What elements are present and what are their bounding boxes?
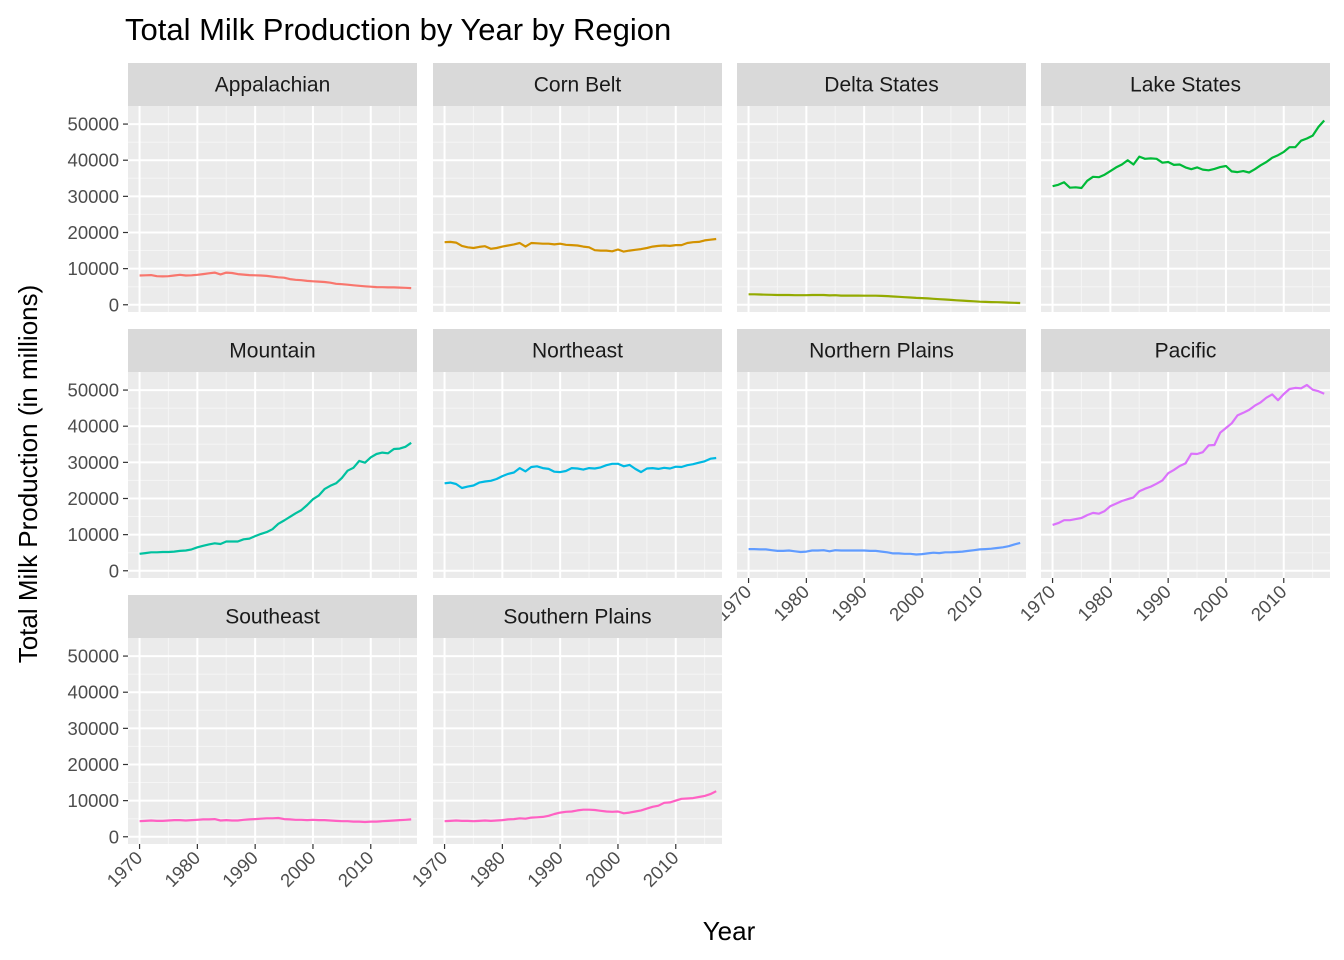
y-tick-label: 10000 — [68, 524, 119, 545]
series-line — [139, 816, 412, 824]
series-line — [139, 271, 412, 290]
y-tick-label: 0 — [109, 826, 119, 847]
y-tick-label: 10000 — [68, 790, 119, 811]
facet-strip-label: Pacific — [1155, 340, 1217, 363]
facet-strip-label: Corn Belt — [534, 74, 622, 97]
x-tick-label: 1970 — [102, 847, 146, 891]
facet-panel: Southern Plains 1970 1980 1990 2000 2010 — [407, 595, 722, 891]
x-tick-label: 1990 — [1131, 581, 1175, 625]
facet-panel: Northeast — [433, 329, 722, 578]
facet-panels: Appalachian01000020000300004000050000Cor… — [68, 63, 1330, 891]
facet-strip-label: Lake States — [1130, 74, 1241, 97]
facet-panel: Appalachian 0 10000 20000 30000 40000 50000 — [68, 63, 417, 315]
y-tick-label: 40000 — [68, 682, 119, 703]
panel-background — [128, 106, 417, 312]
x-tick-label: 1980 — [769, 581, 813, 625]
y-tick-label: 20000 — [68, 488, 119, 509]
panel-background — [1041, 106, 1330, 312]
series-line — [444, 790, 717, 823]
x-tick-label: 1980 — [465, 847, 509, 891]
x-tick-label: 1990 — [218, 847, 262, 891]
panel-background — [128, 372, 417, 578]
series-line — [1052, 383, 1325, 526]
facet-strip — [1041, 63, 1330, 106]
x-tick-label: 2010 — [639, 847, 683, 891]
facet-strip — [128, 595, 417, 638]
panel-background — [433, 372, 722, 578]
y-tick-label: 50000 — [68, 114, 119, 135]
y-tick-label: 40000 — [68, 416, 119, 437]
x-tick-label: 1970 — [407, 847, 451, 891]
facet-strip — [737, 63, 1026, 106]
x-tick-label: 2000 — [885, 581, 929, 625]
facet-strip-label: Appalachian — [215, 74, 331, 97]
facet-strip-label: Northern Plains — [809, 340, 954, 363]
x-tick-label: 1970 — [1015, 581, 1059, 625]
y-axis-title: Total Milk Production (in millions) — [13, 285, 43, 664]
facet-strip — [1041, 329, 1330, 372]
y-tick-label: 50000 — [68, 646, 119, 667]
facet-strip — [128, 63, 417, 106]
x-tick-label: 2010 — [943, 581, 987, 625]
facet-strip-label: Delta States — [824, 74, 938, 97]
series-line — [1052, 119, 1326, 190]
series-line — [444, 456, 717, 490]
facet-strip-label: Southern Plains — [503, 606, 651, 629]
x-tick-label: 2000 — [1189, 581, 1233, 625]
x-tick-label: 2010 — [334, 847, 378, 891]
panel-background — [433, 638, 722, 844]
facet-strip — [433, 329, 722, 372]
facet-strip — [128, 329, 417, 372]
x-tick-label: 2000 — [276, 847, 320, 891]
panel-background — [737, 372, 1026, 578]
series-line — [748, 541, 1021, 556]
facet-panel: Southeast 0 10000 20000 30000 40000 50000 1970 1… — [68, 595, 417, 891]
y-tick-label: 0 — [109, 560, 119, 581]
facet-panel: Mountain 0 10000 20000 30000 40000 50000 — [68, 329, 417, 581]
facet-strip — [433, 595, 722, 638]
facet-panel: Lake States — [1041, 63, 1330, 312]
y-tick-label: 20000 — [68, 222, 119, 243]
facet-panel: Delta States — [737, 63, 1026, 312]
x-tick-label: 2000 — [581, 847, 625, 891]
x-tick-label: 2010 — [1247, 581, 1291, 625]
series-line — [444, 237, 717, 253]
panel-background — [128, 638, 417, 844]
facet-strip — [737, 329, 1026, 372]
facet-strip-label: Mountain — [229, 340, 315, 363]
facet-strip-label: Southeast — [225, 606, 320, 629]
y-tick-label: 0 — [109, 294, 119, 315]
facet-panel: Corn Belt — [433, 63, 722, 312]
series-line — [748, 293, 1021, 305]
panel-background — [737, 106, 1026, 312]
y-tick-label: 40000 — [68, 150, 119, 171]
facet-panel: Pacific 1970 1980 1990 2000 2010 — [1015, 329, 1330, 625]
facet-strip — [433, 63, 722, 106]
y-tick-label: 10000 — [68, 258, 119, 279]
chart-title: Total Milk Production by Year by Region — [125, 12, 671, 47]
y-tick-label: 30000 — [68, 452, 119, 473]
x-tick-label: 1980 — [160, 847, 204, 891]
y-tick-label: 30000 — [68, 186, 119, 207]
series-line — [139, 441, 412, 555]
y-tick-label: 50000 — [68, 380, 119, 401]
y-tick-label: 30000 — [68, 718, 119, 739]
x-tick-label: 1980 — [1073, 581, 1117, 625]
x-tick-label: 1990 — [827, 581, 871, 625]
x-tick-label: 1990 — [523, 847, 567, 891]
panel-background — [1041, 372, 1330, 578]
x-axis-title: Year — [703, 916, 756, 946]
facet-strip-label: Northeast — [532, 340, 623, 363]
panel-background — [433, 106, 722, 312]
y-tick-label: 20000 — [68, 754, 119, 775]
